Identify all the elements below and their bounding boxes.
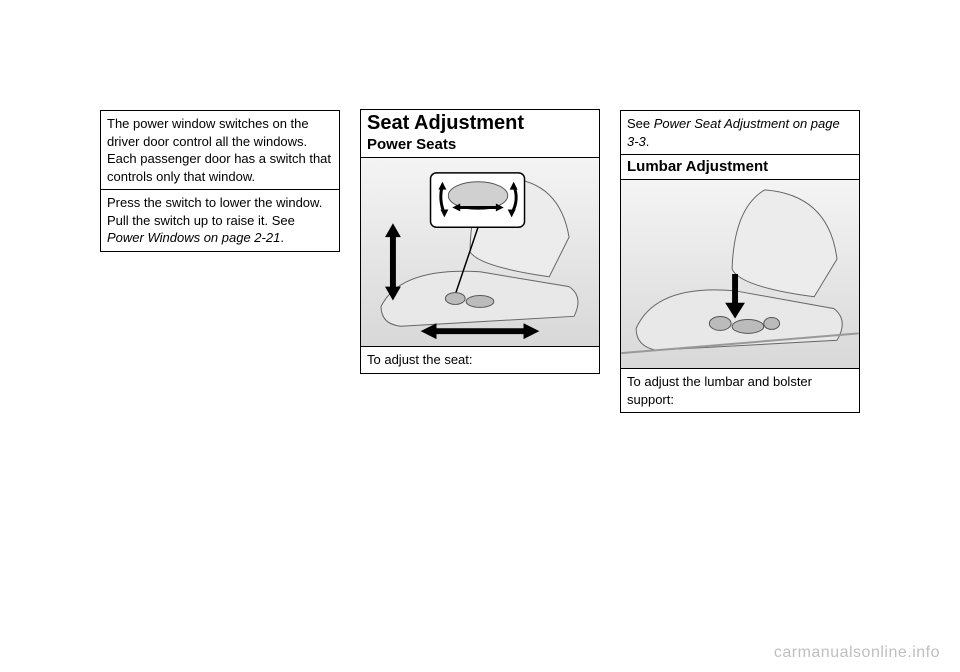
figure-caption: To adjust the lumbar and bolster support… xyxy=(620,368,860,413)
column-2: Seat Adjustment Power Seats xyxy=(360,110,600,413)
watermark: carmanualsonline.info xyxy=(774,644,940,662)
text: See xyxy=(627,116,654,131)
paragraph: The power window switches on the driver … xyxy=(100,110,340,190)
section-heading-box: Seat Adjustment xyxy=(360,109,600,137)
seat-diagram-svg xyxy=(361,158,599,346)
page-content: The power window switches on the driver … xyxy=(100,110,860,413)
reference-link: Power Seat Adjustment on page 3-3 xyxy=(627,116,840,149)
reference-link: Power Windows on page 2-21 xyxy=(107,230,280,245)
column-1: The power window switches on the driver … xyxy=(100,110,340,413)
paragraph: See Power Seat Adjustment on page 3-3. xyxy=(620,110,860,155)
text: The power window switches on the driver … xyxy=(107,116,331,184)
lumbar-adjustment-figure xyxy=(620,179,860,369)
text: Press the switch to lower the window. Pu… xyxy=(107,195,322,228)
text: . xyxy=(280,230,284,245)
section-heading: Seat Adjustment xyxy=(367,112,593,135)
paragraph: Press the switch to lower the window. Pu… xyxy=(100,189,340,252)
subsection-heading: Lumbar Adjustment xyxy=(620,154,860,180)
lumbar-diagram-svg xyxy=(621,180,859,368)
subsection-heading: Power Seats xyxy=(360,136,600,158)
column-3: See Power Seat Adjustment on page 3-3. L… xyxy=(620,110,860,413)
text: . xyxy=(646,134,650,149)
figure-caption: To adjust the seat: xyxy=(360,346,600,374)
seat-adjustment-figure xyxy=(360,157,600,347)
